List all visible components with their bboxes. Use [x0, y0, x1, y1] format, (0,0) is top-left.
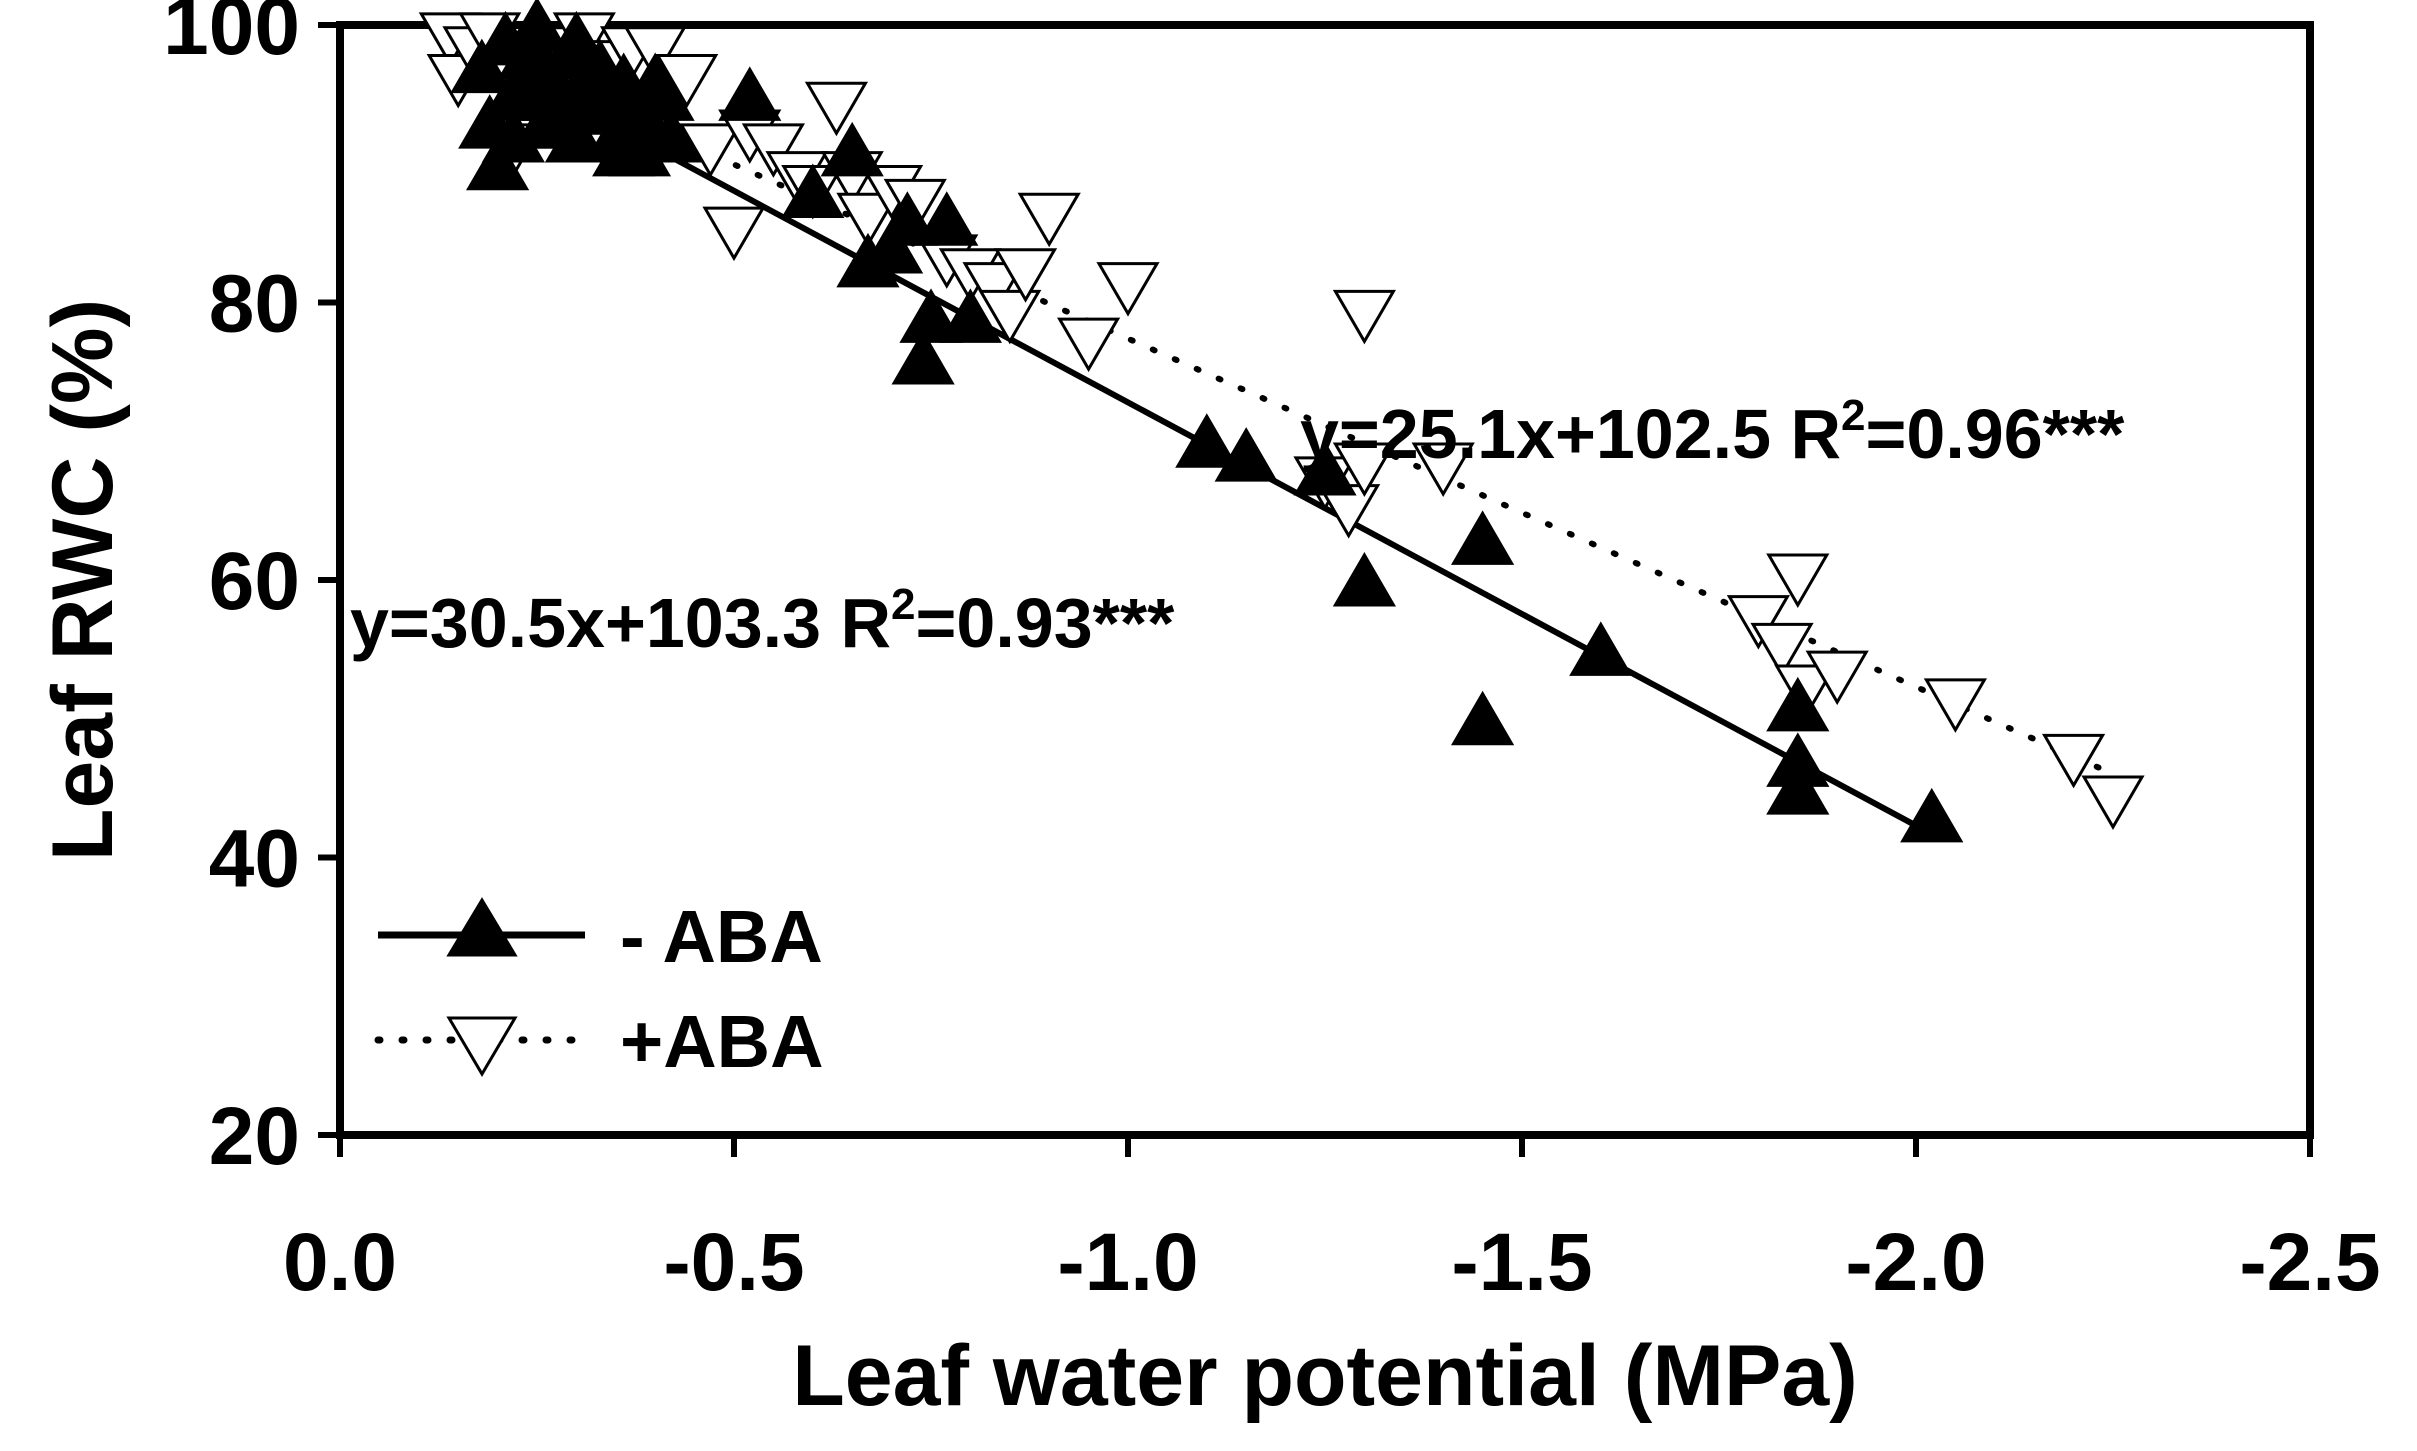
legend-minus-aba-marker	[446, 897, 518, 957]
x-tick-label: -1.0	[1057, 1217, 1198, 1308]
minus-aba-point	[891, 330, 955, 385]
minus-aba-point	[859, 219, 924, 274]
minus-aba-fit-line	[622, 128, 1934, 837]
x-axis-title: Leaf water potential (MPa)	[792, 1328, 1858, 1424]
minus-aba-point	[1450, 510, 1515, 565]
minus-aba-point	[639, 108, 703, 163]
plus-aba-point	[962, 262, 1026, 317]
legend-plus-aba-label: +ABA	[620, 1000, 824, 1083]
minus-aba-point	[781, 163, 845, 218]
minus-aba-point	[481, 108, 545, 163]
legend-minus-aba-label: - ABA	[620, 895, 823, 978]
minus-aba-equation: y=30.5x+103.3 R2=0.93***	[350, 580, 1175, 662]
x-tick-label: -2.5	[2239, 1217, 2380, 1308]
minus-aba-point	[938, 288, 1003, 343]
y-tick-label: 60	[209, 536, 300, 627]
plus-aba-point	[1017, 192, 1081, 248]
minus-aba-point	[1766, 676, 1830, 732]
minus-aba-point	[631, 66, 695, 121]
minus-aba-point	[1900, 787, 1964, 843]
y-tick-label: 100	[163, 0, 300, 72]
minus-aba-point	[1450, 690, 1515, 746]
plus-aba-point	[702, 206, 766, 262]
plus-aba-point	[1332, 442, 1397, 497]
y-axis-title: Leaf RWC (%)	[35, 299, 131, 861]
minus-aba-point	[1332, 552, 1397, 607]
minus-aba-point	[505, 0, 569, 52]
minus-aba-point	[1766, 760, 1830, 815]
minus-aba-point	[1214, 427, 1278, 482]
minus-aba-point	[718, 66, 782, 121]
y-tick-label: 40	[209, 814, 300, 905]
y-tick-label: 80	[209, 259, 300, 350]
legend-plus-aba-marker	[446, 1016, 518, 1077]
plus-aba-point	[1056, 317, 1121, 373]
plus-aba-point	[1332, 289, 1397, 345]
minus-aba-equation-sup: 2	[891, 580, 915, 629]
plus-aba-point	[1750, 622, 1814, 678]
plus-aba-equation-r2: =0.96***	[1866, 395, 2126, 473]
plus-aba-equation-main: y=25.1x+102.5 R	[1300, 395, 1841, 473]
minus-aba-point	[820, 121, 884, 177]
minus-aba-equation-r2: =0.93***	[916, 584, 1176, 662]
x-tick-label: -1.5	[1451, 1217, 1592, 1308]
plus-aba-equation: y=25.1x+102.5 R2=0.96***	[1300, 391, 2125, 473]
plus-aba-point	[836, 192, 900, 248]
minus-aba-equation-main: y=30.5x+103.3 R	[350, 584, 891, 662]
plus-aba-point	[2041, 733, 2106, 789]
y-axis-ticks: 20 40 60 80 100	[163, 0, 340, 1182]
x-tick-label: -0.5	[663, 1217, 804, 1308]
x-tick-label: -2.0	[1845, 1217, 1986, 1308]
series-minus-aba-points	[450, 0, 1964, 843]
plus-aba-point	[1805, 650, 1869, 706]
plus-aba-point	[1726, 595, 1791, 650]
plus-aba-point	[1923, 678, 1988, 733]
plus-aba-point	[978, 289, 1042, 345]
plus-aba-point	[993, 248, 1058, 303]
minus-aba-point	[1293, 441, 1357, 496]
plus-aba-point	[804, 81, 869, 137]
minus-aba-point	[1569, 621, 1633, 676]
minus-aba-point	[465, 135, 530, 191]
minus-aba-point	[592, 121, 656, 177]
minus-aba-point	[915, 191, 979, 246]
minus-aba-point	[513, 94, 577, 149]
minus-aba-point	[1175, 413, 1239, 468]
plus-aba-point	[1411, 442, 1475, 497]
plus-aba-point	[2081, 775, 2145, 830]
minus-aba-point	[450, 38, 514, 94]
y-tick-label: 20	[209, 1091, 300, 1182]
plus-aba-equation-sup: 2	[1841, 391, 1865, 440]
minus-aba-point	[875, 191, 939, 246]
plus-aba-point	[741, 123, 806, 178]
minus-aba-point	[899, 288, 963, 343]
plus-aba-point	[655, 54, 719, 109]
plus-aba-point	[1096, 262, 1160, 317]
plus-aba-point	[1766, 553, 1830, 608]
x-tick-label: 0.0	[283, 1217, 397, 1308]
minus-aba-point	[544, 10, 609, 66]
x-axis-ticks: 0.0 -0.5 -1.0 -1.5 -2.0 -2.5	[283, 1135, 2381, 1308]
legend: - ABA +ABA	[374, 895, 824, 1083]
plus-aba-point	[678, 123, 742, 178]
